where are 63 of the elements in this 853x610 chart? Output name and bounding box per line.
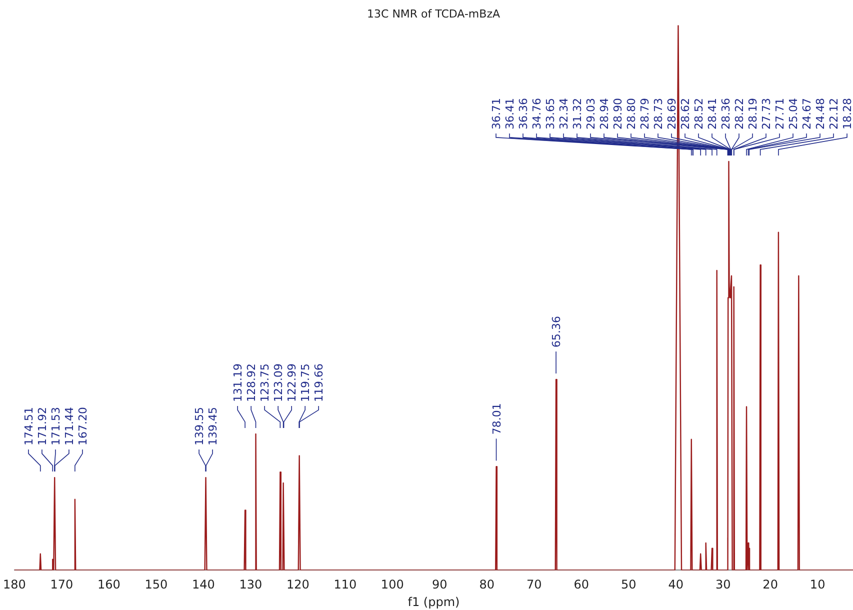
annotation: 78.01 bbox=[490, 403, 504, 435]
annotation: 34.76 bbox=[530, 98, 544, 130]
annotation: 25.04 bbox=[787, 98, 800, 130]
x-axis-title: f1 (ppm) bbox=[408, 594, 460, 609]
x-tick-label: 70 bbox=[526, 578, 542, 592]
x-tick-label: 30 bbox=[715, 578, 731, 592]
annotation: 174.51 bbox=[22, 407, 36, 446]
x-tick-label: 90 bbox=[432, 578, 448, 592]
annotation: 28.80 bbox=[625, 98, 638, 130]
annotation: 65.36 bbox=[550, 316, 564, 348]
chart-title: 13C NMR of TCDA-mBzA bbox=[367, 7, 500, 20]
annotation: 171.92 bbox=[36, 407, 49, 446]
annotation: 131.19 bbox=[232, 363, 245, 402]
annotation: 33.65 bbox=[544, 98, 557, 130]
annotation: 119.66 bbox=[312, 363, 326, 402]
annotation: 122.99 bbox=[286, 363, 299, 402]
annotation: 119.75 bbox=[299, 363, 312, 402]
annotation: 28.52 bbox=[692, 98, 706, 130]
annotation: 28.69 bbox=[666, 98, 678, 130]
annotation: 123.75 bbox=[258, 363, 272, 402]
x-tick-label: 180 bbox=[3, 578, 26, 592]
x-tick-label: 170 bbox=[50, 578, 74, 592]
annotation: 171.44 bbox=[62, 407, 76, 446]
annotation: 28.19 bbox=[746, 98, 760, 130]
annotation: 27.73 bbox=[760, 98, 773, 130]
x-tick-label: 120 bbox=[286, 578, 310, 592]
x-tick-label: 100 bbox=[380, 578, 404, 592]
annotation: 128.92 bbox=[245, 363, 258, 402]
annotation: 28.90 bbox=[612, 98, 624, 130]
x-tick-label: 130 bbox=[239, 578, 262, 592]
annotation: 28.41 bbox=[706, 98, 719, 130]
x-tick-label: 10 bbox=[810, 578, 826, 592]
annotation: 28.62 bbox=[679, 98, 692, 130]
annotation: 123.09 bbox=[272, 363, 286, 402]
annotation: 28.94 bbox=[598, 98, 611, 130]
x-tick-label: 160 bbox=[97, 578, 120, 592]
annotation: 22.12 bbox=[828, 98, 840, 130]
x-tick-label: 50 bbox=[620, 578, 636, 592]
annotation: 36.36 bbox=[517, 98, 530, 130]
annotation: 139.55 bbox=[193, 407, 206, 446]
annotation: 28.36 bbox=[720, 98, 732, 130]
annotation: 36.41 bbox=[504, 98, 516, 130]
x-tick-label: 20 bbox=[762, 578, 778, 592]
x-tick-label: 80 bbox=[479, 578, 495, 592]
annotation: 139.45 bbox=[206, 407, 220, 446]
annotation: 31.32 bbox=[571, 98, 584, 130]
annotation: 36.71 bbox=[490, 98, 503, 130]
x-tick-label: 140 bbox=[192, 578, 215, 592]
x-tick-label: 110 bbox=[334, 578, 357, 592]
annotation: 28.73 bbox=[652, 98, 665, 130]
annotation: 24.48 bbox=[814, 98, 827, 130]
annotation: 32.34 bbox=[558, 98, 570, 130]
annotation: 24.67 bbox=[800, 98, 814, 130]
annotation: 167.20 bbox=[76, 407, 90, 446]
annotation: 28.22 bbox=[733, 98, 746, 130]
annotation: 171.53 bbox=[49, 407, 62, 446]
x-tick-label: 150 bbox=[144, 578, 168, 592]
annotation: 18.28 bbox=[841, 98, 853, 130]
annotation: 28.79 bbox=[638, 98, 652, 130]
annotation: 29.03 bbox=[584, 98, 598, 130]
x-tick-label: 40 bbox=[668, 578, 684, 592]
x-tick-label: 60 bbox=[574, 578, 589, 592]
annotation: 27.71 bbox=[774, 98, 786, 130]
